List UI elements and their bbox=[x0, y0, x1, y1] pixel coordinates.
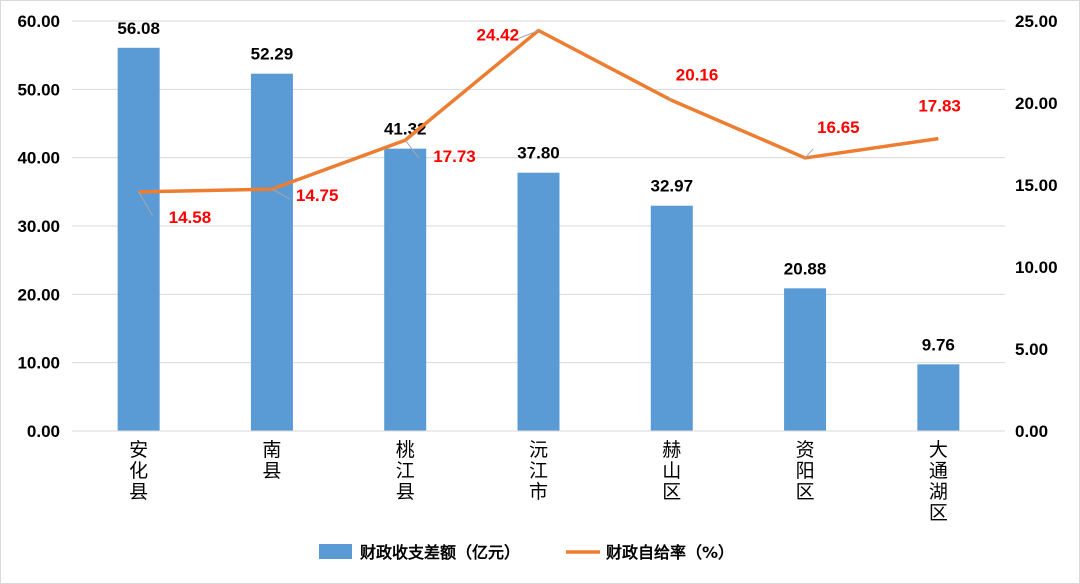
x-category-label: 江 bbox=[396, 460, 415, 482]
y-left-tick-label: 0.00 bbox=[27, 422, 60, 441]
bar bbox=[117, 47, 160, 431]
x-category-label: 资 bbox=[796, 439, 815, 461]
leader-line bbox=[518, 30, 539, 39]
line-data-label: 24.42 bbox=[477, 26, 520, 45]
y-left-tick-label: 30.00 bbox=[17, 217, 60, 236]
x-category-label: 赫 bbox=[662, 439, 681, 461]
line-data-label: 14.75 bbox=[296, 186, 339, 205]
bar-data-label: 41.32 bbox=[384, 120, 427, 139]
bar-data-label: 32.97 bbox=[651, 177, 694, 196]
bar bbox=[650, 205, 693, 431]
bar-data-label: 56.08 bbox=[117, 19, 160, 38]
legend-label-line: 财政自给率（%） bbox=[605, 543, 734, 562]
x-category-label: 山 bbox=[662, 460, 681, 482]
legend-label-bar: 财政收支差额（亿元） bbox=[359, 543, 520, 562]
x-category-label: 通 bbox=[929, 460, 948, 482]
leader-line bbox=[804, 148, 814, 159]
bar bbox=[784, 288, 827, 431]
x-category-label: 南 bbox=[262, 439, 281, 461]
leader-line bbox=[138, 191, 154, 217]
x-category-label: 阳 bbox=[796, 460, 815, 482]
bar-data-label: 52.29 bbox=[251, 45, 294, 64]
bar bbox=[517, 172, 560, 431]
y-right-tick-label: 25.00 bbox=[1015, 12, 1058, 31]
line-data-label: 20.16 bbox=[676, 65, 719, 84]
y-right-tick-label: 5.00 bbox=[1015, 340, 1048, 359]
x-category-label: 区 bbox=[662, 481, 681, 503]
y-left-tick-label: 60.00 bbox=[17, 12, 60, 31]
x-category-label: 市 bbox=[529, 481, 548, 503]
y-right-tick-label: 10.00 bbox=[1015, 258, 1058, 277]
leader-line bbox=[271, 188, 291, 200]
x-category-label: 区 bbox=[929, 502, 948, 524]
line-data-label: 17.83 bbox=[918, 97, 961, 116]
x-category-label: 县 bbox=[262, 460, 281, 482]
leader-line bbox=[667, 96, 673, 101]
line-data-label: 17.73 bbox=[433, 147, 476, 166]
x-category-label: 安 bbox=[129, 439, 148, 461]
bar-data-label: 20.88 bbox=[784, 259, 827, 278]
legend-swatch-bar bbox=[319, 544, 352, 559]
line-data-label: 14.58 bbox=[169, 208, 212, 227]
y-left-tick-label: 20.00 bbox=[17, 285, 60, 304]
x-category-label: 区 bbox=[796, 481, 815, 503]
leader-line bbox=[404, 139, 420, 159]
bar bbox=[917, 364, 960, 431]
y-left-tick-label: 40.00 bbox=[17, 149, 60, 168]
y-right-tick-label: 0.00 bbox=[1015, 422, 1048, 441]
bar bbox=[250, 73, 293, 431]
bar bbox=[384, 148, 427, 431]
x-category-label: 沅 bbox=[529, 439, 548, 461]
x-category-label: 江 bbox=[529, 460, 548, 482]
x-category-label: 大 bbox=[929, 439, 948, 461]
y-right-tick-label: 15.00 bbox=[1015, 176, 1058, 195]
x-category-label: 县 bbox=[396, 481, 415, 503]
x-category-label: 湖 bbox=[929, 481, 948, 503]
bar-data-label: 9.76 bbox=[922, 335, 955, 354]
y-left-tick-label: 10.00 bbox=[17, 354, 60, 373]
bar-data-label: 37.80 bbox=[517, 144, 560, 163]
y-right-tick-label: 20.00 bbox=[1015, 94, 1058, 113]
line-data-label: 16.65 bbox=[817, 118, 860, 137]
y-left-tick-label: 50.00 bbox=[17, 80, 60, 99]
x-category-label: 化 bbox=[129, 460, 148, 482]
x-category-label: 桃 bbox=[396, 439, 415, 461]
x-category-label: 县 bbox=[129, 481, 148, 503]
